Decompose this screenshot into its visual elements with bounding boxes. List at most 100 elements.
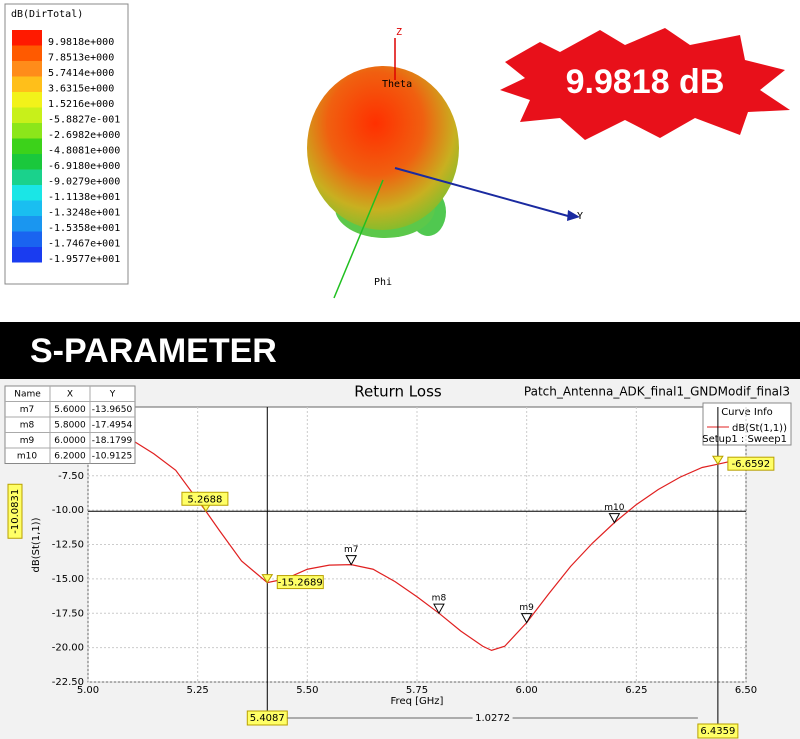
marker: [608, 513, 621, 524]
legend-title: dB(DirTotal): [11, 9, 83, 20]
section-band: [0, 322, 800, 379]
x-axis-label: Freq [GHz]: [391, 696, 444, 707]
x-tick-label: 6.25: [625, 685, 647, 696]
x-tick-label: 5.75: [406, 685, 428, 696]
y-label: Y: [577, 211, 583, 222]
legend-swatch: [12, 61, 42, 77]
x-cursor-label: 5.4087: [250, 713, 285, 724]
y-axis: [394, 167, 569, 217]
y-tick-label: -20.00: [52, 643, 84, 654]
table-cell: m10: [17, 451, 37, 461]
legend-label: -4.8081e+000: [48, 146, 120, 157]
legend-swatch: [12, 45, 42, 61]
legend-label: -1.9577e+001: [48, 254, 120, 265]
intersection-label: 5.2688: [187, 494, 222, 505]
marker-name: m8: [432, 594, 447, 604]
x-cursor-label: 6.4359: [700, 726, 735, 737]
series-line: [131, 439, 747, 652]
intersection-mark: [711, 455, 724, 466]
x-tick-label: 6.50: [735, 685, 757, 696]
y-tick-label: -15.00: [52, 574, 84, 585]
legend-label: -1.3248e+001: [48, 208, 120, 219]
marker: [345, 555, 358, 566]
intersection-mark: [261, 574, 274, 584]
legend-swatch: [12, 138, 42, 154]
legend-swatch: [12, 216, 42, 232]
legend-swatch: [12, 154, 42, 170]
table-header: X: [67, 389, 73, 399]
legend-swatch: [12, 231, 42, 247]
legend-swatch: [12, 92, 42, 108]
y-tick-label: -22.50: [52, 677, 84, 688]
y-tick-label: -7.50: [58, 471, 84, 482]
marker: [433, 603, 445, 615]
legend-label: -5.8827e-001: [48, 115, 120, 126]
table-cell: -13.9650: [92, 405, 133, 415]
y-cursor-label: -10.0831: [10, 489, 21, 534]
x-tick-label: 5.00: [77, 685, 99, 696]
legend-label: -1.5358e+001: [48, 223, 120, 234]
cursor-box: [697, 723, 739, 739]
marker-name: m10: [604, 503, 624, 513]
marker-table: [4, 385, 136, 464]
legend-label: 9.9818e+000: [48, 37, 114, 48]
legend-label: -1.1138e+001: [48, 192, 120, 203]
table-cell: m8: [20, 420, 35, 430]
x-tick-label: 6.00: [516, 685, 538, 696]
table-cell: m7: [20, 405, 35, 415]
y-tick-label: -10.00: [52, 505, 84, 516]
legend-swatch: [12, 123, 42, 139]
intersection-box: [727, 456, 775, 471]
legend-title: Curve Info: [721, 407, 773, 418]
intersection-label: -6.6592: [732, 459, 771, 470]
legend-label: 7.8513e+000: [48, 53, 114, 64]
y-tick-label: -12.50: [52, 540, 84, 551]
z-label: Z: [396, 27, 402, 38]
badge-text: 9.9818 dB: [566, 63, 725, 101]
delta-box: [472, 711, 513, 725]
legend-label: 1.5216e+000: [48, 99, 114, 110]
table-cell: -18.1799: [92, 436, 133, 446]
intersection-box: [276, 575, 324, 590]
legend-swatch: [12, 30, 42, 46]
cursor-box: [7, 483, 23, 539]
legend-swatch: [12, 76, 42, 92]
table-cell: -10.9125: [92, 451, 132, 461]
legend-swatch: [12, 200, 42, 216]
plot: -22.50 -20.00 -17.50 -15.00 -12.50 -10.00 -7.5…: [4, 385, 775, 739]
legend-swatch: [12, 185, 42, 201]
phi-axis: [333, 179, 384, 299]
legend-swatch: [12, 169, 42, 185]
legend-label: 5.7414e+000: [48, 68, 114, 79]
table-cell: 6.2000: [54, 451, 86, 461]
table-header: Name: [14, 389, 41, 399]
table-cell: m9: [20, 436, 35, 446]
y-axis-arrow: [567, 210, 580, 221]
legend-label: -6.9180e+000: [48, 161, 120, 172]
table-cell: 5.6000: [54, 405, 86, 415]
marker-name: m9: [519, 603, 534, 613]
marker: [520, 613, 533, 624]
legend-label: -2.6982e+000: [48, 130, 120, 141]
legend-label: 3.6315e+000: [48, 84, 114, 95]
table-header: Y: [109, 389, 116, 399]
pattern-body: [307, 66, 459, 230]
theta-label: Theta: [382, 79, 412, 90]
legend-note: Setup1 : Sweep1: [702, 434, 787, 445]
chart-title: Return Loss: [354, 383, 442, 401]
chart-subtitle: Patch_Antenna_ADK_final1_GNDModif_final3: [524, 385, 790, 399]
pattern-legend: 9.9818e+000 7.8513e+000 5.7414e+000 3.6315e…: [12, 30, 120, 265]
table-cell: 6.0000: [54, 436, 86, 446]
badge-burst: [500, 28, 790, 140]
legend-label: -9.0279e+000: [48, 177, 120, 188]
x-tick-label: 5.25: [187, 685, 209, 696]
intersection-label: -15.2689: [278, 578, 323, 589]
legend-entry: dB(St(1,1)): [732, 423, 787, 434]
y-axis-label: dB(St(1,1)): [31, 517, 42, 572]
legend-swatch: [12, 107, 42, 123]
x-tick-label: 5.50: [296, 685, 318, 696]
section-title: S-PARAMETER: [30, 332, 277, 370]
y-tick-label: -17.50: [52, 608, 84, 619]
table-cell: 5.8000: [54, 420, 86, 430]
